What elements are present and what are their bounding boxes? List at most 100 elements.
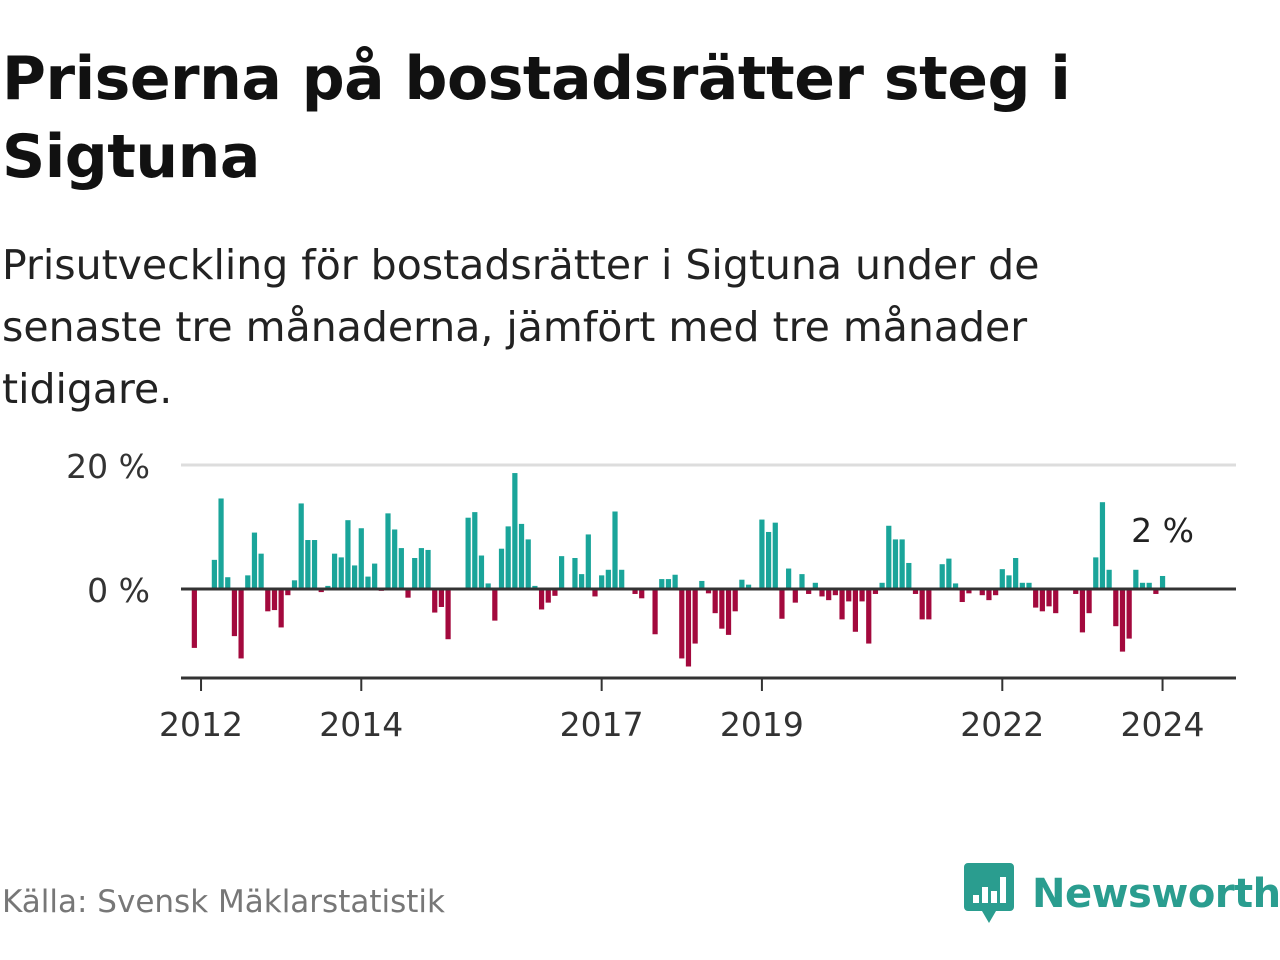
chart-title: Priserna på bostadsrätter steg i Sigtuna	[2, 44, 1071, 192]
bar	[1019, 582, 1025, 589]
bar	[939, 564, 945, 589]
bar	[839, 589, 845, 620]
bar	[398, 548, 404, 589]
bar	[365, 576, 371, 589]
bar	[265, 589, 271, 612]
bar	[285, 589, 291, 596]
bar	[1039, 589, 1045, 612]
bar	[559, 556, 565, 589]
bar	[1026, 582, 1032, 589]
bar	[518, 523, 525, 589]
bar	[859, 589, 865, 602]
bar	[872, 589, 879, 594]
bar	[298, 503, 304, 589]
bar	[966, 589, 972, 594]
bar	[331, 553, 338, 589]
bar	[385, 513, 391, 589]
bar	[425, 549, 431, 589]
bar	[1119, 589, 1126, 652]
bar	[679, 589, 685, 659]
bar	[819, 589, 825, 597]
bar	[1013, 558, 1019, 589]
bar	[412, 558, 418, 589]
bar-layer	[191, 473, 1166, 667]
bar	[258, 553, 264, 589]
bar	[699, 580, 705, 589]
bar	[912, 589, 919, 594]
bar	[619, 569, 625, 589]
x-tick-label: 2014	[319, 705, 403, 744]
bar	[358, 528, 364, 589]
bar	[906, 562, 912, 589]
bar	[445, 589, 451, 640]
bar	[639, 589, 645, 599]
bar	[1133, 569, 1139, 589]
bar	[211, 559, 217, 589]
bar	[552, 589, 558, 596]
axis-layer: 0 % 20 % 2012 2014 2017 2019 2022 2024 2 %	[66, 447, 1236, 744]
bar	[405, 589, 411, 598]
bar	[532, 585, 538, 589]
bar	[812, 582, 818, 589]
bar	[478, 555, 485, 589]
bar	[846, 589, 852, 602]
bar	[231, 589, 238, 637]
bar	[886, 525, 892, 589]
bar	[318, 589, 324, 593]
bar	[719, 589, 725, 629]
bar	[251, 532, 258, 589]
bar	[311, 540, 318, 589]
bar	[345, 520, 351, 589]
x-tick-label: 2012	[159, 705, 243, 744]
bar	[919, 589, 925, 620]
bar	[979, 589, 985, 596]
bar	[732, 589, 738, 612]
chart-subtitle: Prisutveckling för bostadsrätter i Sigtu…	[2, 241, 1040, 413]
bar	[685, 589, 692, 667]
bar	[472, 512, 478, 589]
bar	[986, 589, 992, 601]
bar	[799, 574, 805, 589]
bar	[238, 589, 244, 659]
bar	[498, 548, 505, 589]
bar	[806, 589, 812, 594]
bar	[418, 548, 424, 589]
bar	[545, 589, 551, 603]
bar	[585, 534, 591, 589]
bar	[592, 589, 598, 597]
bar	[352, 565, 358, 589]
bar	[665, 579, 672, 589]
bar	[438, 589, 445, 607]
bar	[1093, 557, 1099, 589]
bar	[372, 563, 378, 589]
brand-name: Newsworthy	[1032, 871, 1280, 917]
bar	[432, 589, 438, 613]
bar	[1033, 589, 1039, 608]
bar	[765, 531, 772, 589]
bar	[826, 589, 832, 601]
bar	[832, 589, 838, 596]
bar	[1113, 589, 1119, 627]
bar-chart: 0 % 20 % 2012 2014 2017 2019 2022 2024 2 %	[66, 447, 1236, 744]
bar	[632, 589, 638, 594]
bar	[712, 589, 718, 614]
bar	[759, 519, 765, 589]
bar	[538, 589, 545, 610]
x-tick-label: 2022	[960, 705, 1044, 744]
bar	[505, 526, 511, 589]
bar	[225, 577, 231, 589]
bar	[745, 584, 752, 589]
bar	[485, 583, 491, 589]
bar	[952, 583, 959, 589]
bar	[892, 539, 899, 589]
bar	[779, 589, 785, 619]
bar	[605, 569, 611, 589]
bar	[525, 539, 531, 589]
bar	[993, 589, 999, 596]
x-tick-label: 2017	[560, 705, 644, 744]
bar	[1146, 582, 1152, 589]
bar	[1106, 569, 1112, 589]
newsworthy-logo-icon	[964, 863, 1014, 923]
y-tick-label: 0 %	[87, 571, 150, 610]
bar	[305, 540, 311, 589]
